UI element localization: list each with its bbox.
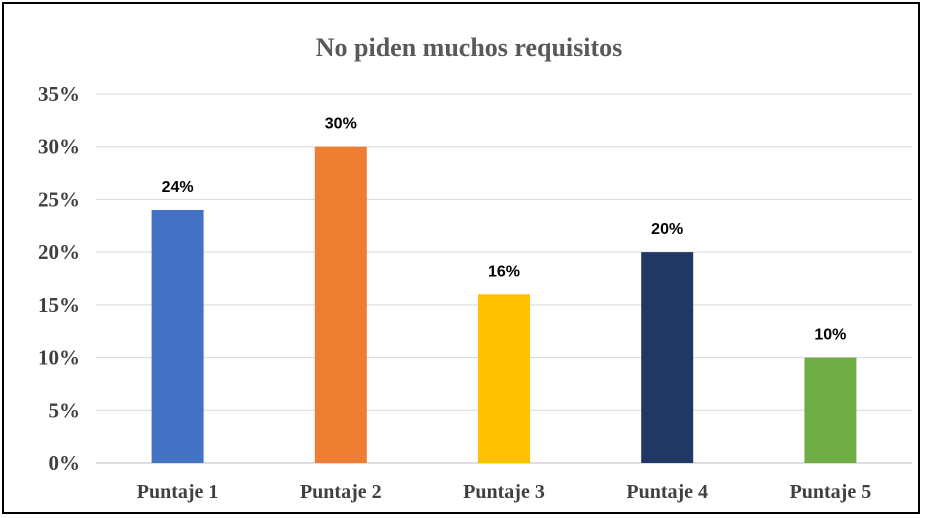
bars — [151, 146, 857, 463]
x-tick-label: Puntaje 4 — [626, 481, 708, 503]
y-tick-label: 10% — [38, 346, 80, 370]
y-tick-label: 25% — [38, 187, 80, 211]
bar — [314, 146, 367, 463]
data-labels: 24% 30% 16% 20% 10% — [162, 116, 847, 344]
x-axis: Puntaje 1 Puntaje 2 Puntaje 3 Puntaje 4 Punt… — [137, 481, 871, 503]
x-tick-label: Puntaje 3 — [463, 481, 545, 503]
y-tick-label: 0% — [49, 451, 81, 475]
x-tick-label: Puntaje 1 — [137, 481, 219, 503]
data-label: 24% — [162, 179, 194, 196]
bar — [804, 357, 857, 463]
bar-chart: No piden muchos requisitos 0% 5% 10% 15% 20%… — [38, 33, 912, 503]
y-tick-label: 30% — [38, 135, 80, 159]
bar — [151, 209, 204, 463]
y-tick-label: 35% — [38, 82, 80, 106]
chart-title: No piden muchos requisitos — [316, 33, 623, 62]
y-tick-label: 15% — [38, 293, 80, 317]
data-label: 30% — [325, 116, 357, 133]
data-label: 16% — [488, 263, 520, 280]
y-tick-label: 5% — [49, 398, 81, 422]
data-label: 20% — [651, 221, 683, 238]
chart-frame: No piden muchos requisitos 0% 5% 10% 15% 20%… — [2, 2, 920, 514]
bar — [641, 252, 694, 463]
x-tick-label: Puntaje 5 — [790, 481, 872, 503]
y-tick-label: 20% — [38, 240, 80, 264]
y-axis: 0% 5% 10% 15% 20% 25% 30% 35% — [38, 82, 80, 475]
data-label: 10% — [814, 327, 846, 344]
x-tick-label: Puntaje 2 — [300, 481, 382, 503]
bar — [478, 294, 530, 463]
